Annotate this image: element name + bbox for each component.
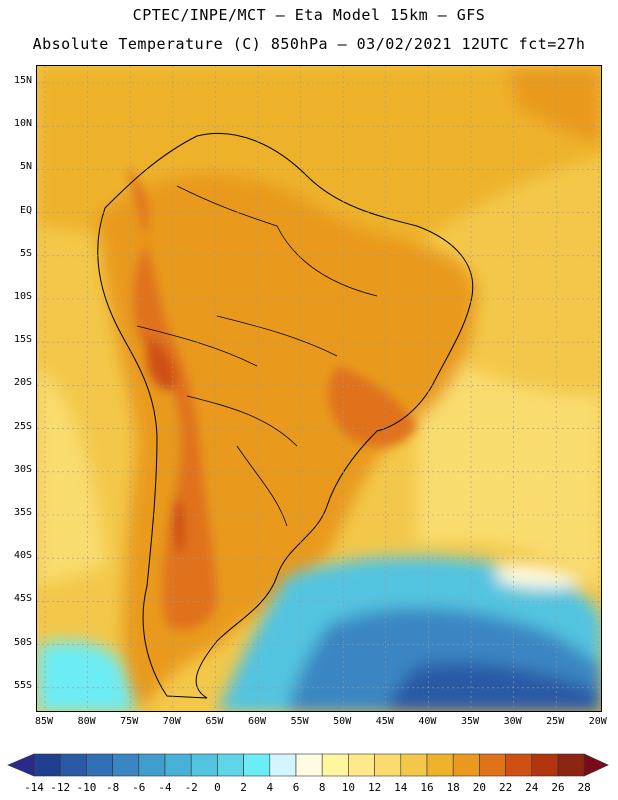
colorbar-tick-label: 8 — [318, 781, 326, 794]
longitude-label: 75W — [120, 716, 139, 727]
graticule — [37, 66, 601, 711]
colorbar-swatch — [138, 753, 166, 777]
colorbar-tick-label: -6 — [132, 781, 146, 794]
latitude-label: 10N — [13, 118, 32, 130]
colorbar-tick-label: -14 — [24, 781, 44, 794]
colorbar-tick-label: 6 — [292, 781, 300, 794]
field-12-14-east — [417, 346, 601, 585]
latitude-label: 10S — [13, 291, 32, 302]
south-america-coastline — [97, 132, 474, 699]
temperature-map — [37, 66, 601, 711]
colorbar-tick-label: -10 — [76, 781, 97, 794]
colorbar-swatch — [33, 753, 61, 777]
latitude-label: 40S — [13, 550, 32, 562]
brazil-field-20-22 — [328, 366, 417, 447]
colorbar-swatch — [374, 753, 402, 777]
colorbar-swatch — [243, 753, 271, 777]
longitude-label: 45W — [375, 716, 394, 727]
colorbar-tick-label: 24 — [525, 781, 539, 794]
latitude-label: 50S — [13, 636, 32, 648]
colorbar-tick-label: 4 — [266, 781, 274, 794]
latitude-label: 25S — [13, 420, 32, 432]
longitude-label: 20W — [588, 716, 607, 727]
longitude-label: 70W — [162, 716, 181, 727]
colorbar-swatch — [295, 753, 323, 777]
longitude-label: 65W — [205, 716, 224, 727]
colorbar-swatch — [505, 753, 533, 777]
colorbar-swatch — [190, 753, 218, 777]
latitude-label: 55S — [13, 679, 32, 691]
colorbar-swatch — [86, 753, 113, 777]
colorbar-tick-label: -8 — [105, 781, 120, 794]
longitude-label: 85W — [34, 716, 54, 727]
colorbar-tick-label: -4 — [158, 781, 172, 794]
colorbar-swatch — [479, 753, 506, 777]
longitude-label: 80W — [77, 716, 96, 727]
latitude-label: 5S — [19, 247, 32, 259]
colorbar-right-arrow — [583, 753, 609, 777]
colorbar-tick-label: 14 — [394, 781, 408, 794]
colorbar-swatch — [426, 753, 454, 777]
colorbar-swatch — [348, 753, 375, 777]
colorbar-tick-label: 0 — [214, 781, 221, 794]
longitude-label: 55W — [290, 716, 309, 727]
andes-field-22-24 — [172, 496, 186, 556]
andes-field-20-22 — [127, 166, 217, 630]
latitude-label: 20S — [13, 377, 32, 389]
colorbar-tick-label: 28 — [577, 781, 591, 794]
latitude-label: 45S — [13, 593, 32, 605]
colorbar-tick-label: 22 — [498, 781, 513, 794]
colorbar-swatch — [321, 753, 349, 777]
colorbar-tick-label: 16 — [420, 781, 434, 794]
colorbar-swatch — [400, 753, 428, 777]
colorbar-tick-label: -2 — [184, 781, 198, 794]
altiplano-field-22-24 — [147, 336, 177, 390]
field-18-20-ne — [507, 66, 601, 146]
colorbar-swatch — [557, 753, 585, 777]
title-line-1: CPTEC/INPE/MCT — Eta Model 15km — GFS — [132, 6, 486, 24]
colorbar-swatch — [452, 753, 480, 777]
field-6-8-east — [497, 564, 587, 589]
colorbar-tick-label: 2 — [240, 781, 247, 794]
colorbar-swatch — [164, 753, 192, 777]
colorbar-swatch — [531, 753, 559, 777]
colorbar-tick-label: 18 — [446, 781, 460, 794]
field-12-14-west — [37, 366, 107, 586]
field-0-2-southwest — [37, 640, 137, 711]
latitude-label: 30S — [13, 463, 32, 475]
field-minus12-minus10-south-atlantic — [387, 662, 601, 711]
longitude-label: 35W — [460, 716, 480, 727]
longitude-label: 40W — [418, 716, 437, 727]
colorbar-tick-label: -12 — [50, 781, 71, 794]
latitude-label: 35S — [13, 507, 32, 518]
colorbar-swatch — [59, 753, 87, 777]
latitude-label: 15N — [13, 75, 32, 86]
colorbar-tick-label: 12 — [367, 781, 382, 794]
colorbar — [7, 753, 609, 777]
latitude-label: 15S — [13, 334, 32, 346]
longitude-label: 25W — [546, 716, 565, 727]
colorbar-tick-label: 20 — [472, 781, 487, 794]
latitude-label: EQ — [19, 204, 32, 216]
colorbar-tick-label: 10 — [341, 781, 356, 794]
colorbar-swatch — [269, 753, 297, 777]
colorbar-left-arrow — [7, 753, 35, 777]
longitude-label: 50W — [333, 716, 352, 727]
title-line-2: Absolute Temperature (C) 850hPa — 03/02/… — [32, 35, 586, 53]
colorbar-swatch — [112, 753, 140, 777]
latitude-label: 5N — [19, 161, 32, 173]
colorbar-swatch — [217, 753, 244, 777]
longitude-label: 30W — [503, 716, 522, 727]
map-panel — [36, 65, 602, 712]
longitude-label: 60W — [247, 716, 267, 727]
colorbar-tick-label: 26 — [551, 781, 565, 794]
